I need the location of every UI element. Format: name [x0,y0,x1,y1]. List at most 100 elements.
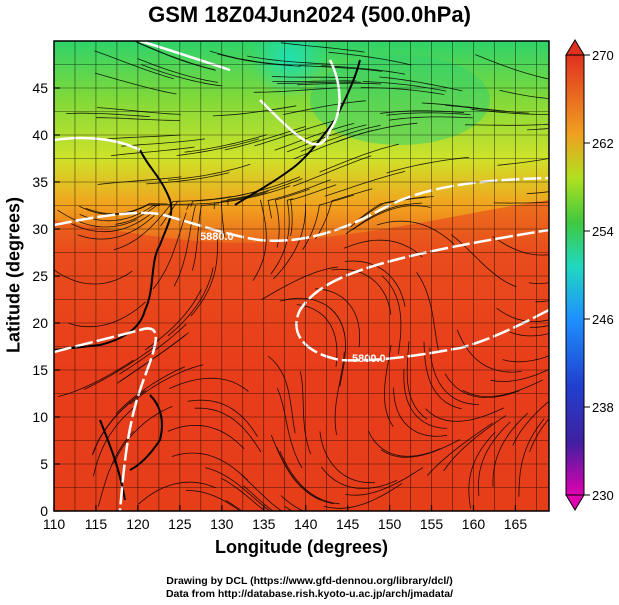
streamline [276,81,361,84]
streamline [227,178,303,206]
x-tick-label: 145 [336,516,360,532]
streamline [403,368,448,429]
y-axis-title: Latitude (degrees) [3,196,24,354]
streamline [493,201,549,204]
streamline [368,430,441,457]
colorbar: 230 238 246 254 262 270 [565,39,614,511]
streamline [171,452,248,481]
streamline [477,421,511,497]
credits: Drawing by DCL (https://www.gfd-dennou.o… [0,575,619,601]
streamline [475,54,549,80]
streamline [83,345,156,390]
streamline [212,105,297,117]
streamline [416,272,440,353]
streamline [129,364,204,405]
streamline [96,134,181,141]
streamline [167,267,214,337]
streamline [190,238,218,317]
y-tick-label: 5 [40,456,48,472]
streamline [141,64,223,87]
streamline [490,368,549,383]
streamline [321,65,406,75]
x-tick-label: 140 [294,516,318,532]
streamline [272,80,357,83]
streamline [186,193,266,211]
streamline [299,371,312,455]
streamline [468,431,496,509]
streamline [389,116,473,121]
streamline [280,495,305,511]
y-tick-label: 40 [32,127,48,143]
streamline [111,146,195,157]
streamline [115,366,185,415]
streamline [423,341,462,410]
streamline [323,483,403,509]
streamline [94,50,174,80]
x-tick-label: 115 [85,516,108,532]
map-title: GSM 18Z04Jun2024 (500.0hPa) [148,2,471,27]
x-tick-label: 160 [462,516,486,532]
streamline [344,260,406,307]
y-tick-label: 0 [40,503,48,519]
streamline [376,220,455,245]
streamline [261,266,339,300]
streamline [528,282,549,284]
y-tick-label: 35 [32,174,48,190]
streamline [167,424,245,449]
x-tick-label: 165 [504,516,528,532]
streamline [136,42,216,71]
y-tick-label: 25 [32,268,48,284]
streamline [280,42,365,53]
streamline [386,112,471,116]
streamline [68,301,146,328]
streamline [267,179,331,219]
streamline [120,332,189,382]
streamline [113,200,180,251]
streamline [315,188,373,240]
streamline [386,156,470,174]
streamline [276,446,334,505]
streamline [499,89,549,100]
x-axis-ticks: 110 115 120 125 130 135 140 145 150 155 160 165 [43,505,527,532]
streamline [445,104,529,114]
streamline [335,122,418,143]
streamline [319,431,376,484]
streamline [296,304,338,367]
streamline [283,100,366,115]
streamline [502,355,549,363]
streamline [324,171,406,197]
streamline [187,399,258,437]
colorbar-bottom-arrow [565,494,585,511]
streamline [160,196,232,227]
streamline [58,359,134,397]
streamline [247,55,331,65]
streamline [529,418,549,453]
streamline [77,214,155,240]
geopotential-contours [54,41,549,511]
x-tick-label: 110 [43,516,66,532]
streamline [225,500,243,511]
x-tick-label: 130 [210,516,234,532]
streamline [85,203,168,215]
y-axis-ticks: 0 5 10 15 20 25 30 35 40 45 [32,80,60,519]
colorbar-ticks: 230 238 246 254 262 270 [584,48,614,503]
streamline [334,351,345,435]
y-tick-label: 15 [32,362,48,378]
streamline [426,422,493,476]
colorbar-bar [565,54,585,496]
streamline [54,269,133,285]
streamline [381,275,402,355]
streamline [512,400,549,446]
streamline [176,138,260,156]
streamline [184,134,267,153]
streamline [509,331,549,337]
streamline [115,203,195,225]
credit-data: Data from http://database.rish.kyoto-u.a… [165,588,454,600]
x-axis-title: Longitude (degrees) [214,537,388,557]
streamline [167,163,251,181]
streamline [421,102,506,112]
streamline [464,123,549,126]
x-tick-label: 135 [252,516,276,532]
streamline [362,81,447,92]
streamline [242,485,274,511]
